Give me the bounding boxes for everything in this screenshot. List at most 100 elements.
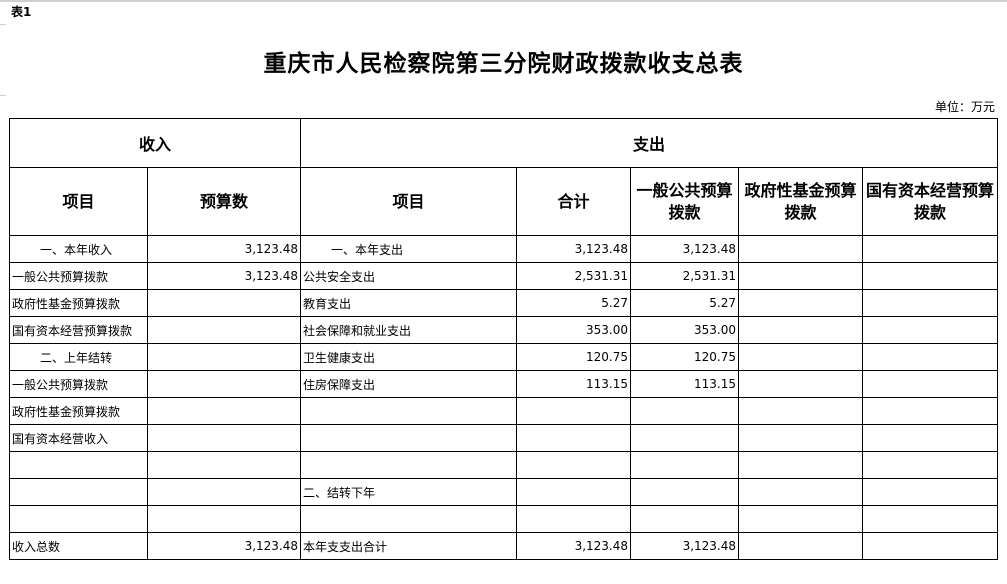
cell-ex-item: 卫生健康支出	[300, 343, 518, 371]
cell-general	[630, 451, 740, 479]
col-total: 合计	[516, 167, 632, 236]
cell-general	[630, 424, 740, 452]
cell-fund	[738, 235, 864, 263]
cell-state	[862, 532, 999, 560]
cell-in-item: 一般公共预算拨款	[9, 370, 148, 398]
col-general: 一般公共预算拨款	[630, 167, 740, 236]
cell-general: 113.15	[630, 370, 740, 398]
col-income-item: 项目	[9, 167, 148, 236]
table-row: 一般公共预算拨款 3,123.48 公共安全支出 2,531.31 2,531.31	[9, 262, 999, 290]
cell-state	[862, 451, 999, 479]
cell-total: 2,531.31	[516, 262, 632, 290]
top-border	[0, 0, 1007, 2]
table-row	[9, 451, 999, 479]
cell-ex-item: 公共安全支出	[300, 262, 518, 290]
cell-ex-item	[300, 505, 518, 533]
cell-in-item: 国有资本经营预算拨款	[9, 316, 148, 344]
cell-state	[862, 343, 999, 371]
budget-table: 收入 支出 项目 预算数 项目 合计 一般公共预算拨款 政府性基金预算拨款 国有…	[8, 118, 999, 560]
expense-header: 支出	[300, 118, 999, 168]
cell-ex-item: 社会保障和就业支出	[300, 316, 518, 344]
cell-in-val	[146, 478, 302, 506]
cell-fund	[738, 424, 864, 452]
cell-state	[862, 235, 999, 263]
cell-state	[862, 505, 999, 533]
cell-in-item: 政府性基金预算拨款	[9, 397, 148, 425]
cell-general: 353.00	[630, 316, 740, 344]
cell-state	[862, 316, 999, 344]
cell-fund	[738, 505, 864, 533]
cell-in-item: 二、上年结转	[9, 343, 148, 371]
cell-total	[516, 451, 632, 479]
cell-ex-item: 教育支出	[300, 289, 518, 317]
cell-in-val	[146, 424, 302, 452]
cell-total	[516, 397, 632, 425]
cell-ex-item: 本年支支出合计	[300, 532, 518, 560]
cell-state	[862, 397, 999, 425]
table-row	[9, 505, 999, 533]
cell-in-val	[146, 505, 302, 533]
cell-in-val: 3,123.48	[146, 262, 302, 290]
cell-state	[862, 424, 999, 452]
table-row: 二、结转下年	[9, 478, 999, 506]
table-row: 二、上年结转 卫生健康支出 120.75 120.75	[9, 343, 999, 371]
col-fund: 政府性基金预算拨款	[738, 167, 864, 236]
table-row: 国有资本经营预算拨款 社会保障和就业支出 353.00 353.00	[9, 316, 999, 344]
cell-total: 3,123.48	[516, 532, 632, 560]
page-title: 重庆市人民检察院第三分院财政拨款收支总表	[263, 50, 744, 77]
cell-in-val	[146, 343, 302, 371]
cell-fund	[738, 289, 864, 317]
cell-fund	[738, 262, 864, 290]
cell-total	[516, 478, 632, 506]
cell-fund	[738, 478, 864, 506]
cell-in-item: 政府性基金预算拨款	[9, 289, 148, 317]
table-row: 收入总数 3,123.48 本年支支出合计 3,123.48 3,123.48	[9, 532, 999, 560]
col-budget: 预算数	[146, 167, 302, 236]
cell-total	[516, 505, 632, 533]
cell-total: 3,123.48	[516, 235, 632, 263]
unit-label: 单位：万元	[934, 100, 995, 114]
cell-in-item: 一、本年收入	[9, 235, 148, 263]
cell-fund	[738, 316, 864, 344]
table-row: 政府性基金预算拨款 教育支出 5.27 5.27	[9, 289, 999, 317]
cell-ex-item: 住房保障支出	[300, 370, 518, 398]
cell-in-item	[9, 505, 148, 533]
table-row: 一般公共预算拨款 住房保障支出 113.15 113.15	[9, 370, 999, 398]
cell-general	[630, 505, 740, 533]
cell-total: 120.75	[516, 343, 632, 371]
cell-in-val	[146, 397, 302, 425]
cell-ex-item	[300, 397, 518, 425]
table-row: 政府性基金预算拨款	[9, 397, 999, 425]
cell-general: 3,123.48	[630, 532, 740, 560]
cell-fund	[738, 397, 864, 425]
cell-in-item: 国有资本经营收入	[9, 424, 148, 452]
cell-total	[516, 424, 632, 452]
cell-in-item	[9, 478, 148, 506]
income-header: 收入	[8, 118, 302, 168]
cell-fund	[738, 532, 864, 560]
col-expense-item: 项目	[300, 167, 518, 236]
cell-in-val	[146, 370, 302, 398]
cell-in-val: 3,123.48	[146, 235, 302, 263]
cell-state	[862, 289, 999, 317]
table-row: 国有资本经营收入	[9, 424, 999, 452]
gridline	[0, 95, 6, 96]
cell-fund	[738, 451, 864, 479]
cell-general	[630, 397, 740, 425]
cell-general: 120.75	[630, 343, 740, 371]
cell-state	[862, 478, 999, 506]
cell-general: 5.27	[630, 289, 740, 317]
cell-total: 5.27	[516, 289, 632, 317]
cell-in-val	[146, 289, 302, 317]
cell-in-val: 3,123.48	[146, 532, 302, 560]
cell-in-val	[146, 451, 302, 479]
cell-in-item	[9, 451, 148, 479]
col-state: 国有资本经营预算拨款	[862, 167, 999, 236]
table-row: 一、本年收入 3,123.48 一、本年支出 3,123.48 3,123.48	[9, 235, 999, 263]
cell-in-item: 收入总数	[9, 532, 148, 560]
cell-in-val	[146, 316, 302, 344]
cell-ex-item: 二、结转下年	[300, 478, 518, 506]
cell-fund	[738, 370, 864, 398]
cell-state	[862, 370, 999, 398]
cell-in-item: 一般公共预算拨款	[9, 262, 148, 290]
